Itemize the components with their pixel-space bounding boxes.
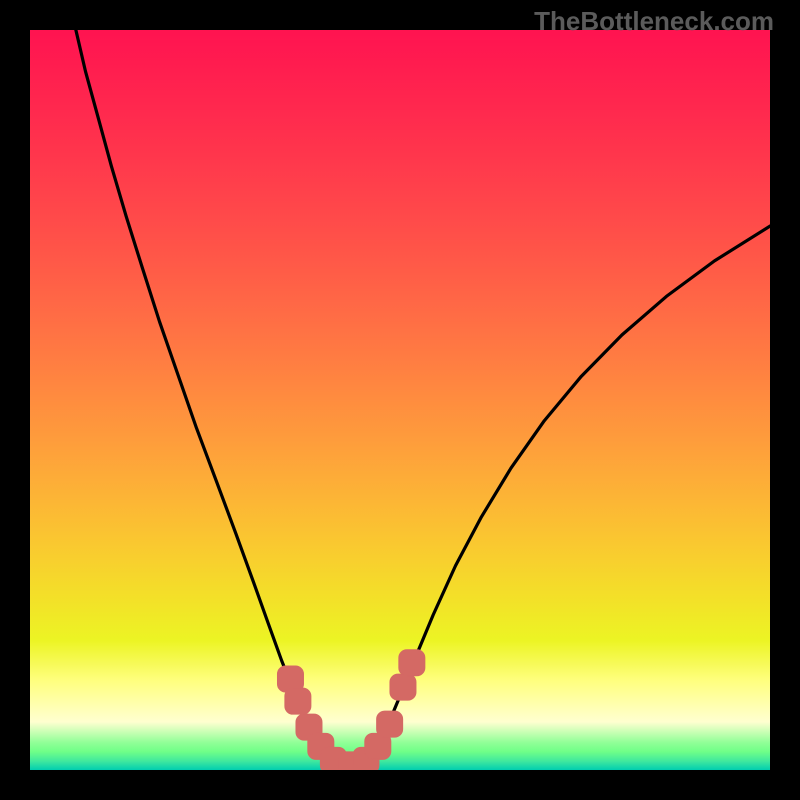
marker xyxy=(390,674,416,700)
chart-root: TheBottleneck.com xyxy=(0,0,800,800)
marker xyxy=(377,711,403,737)
curve-layer xyxy=(30,30,770,770)
watermark-text: TheBottleneck.com xyxy=(534,6,774,37)
marker xyxy=(399,650,425,676)
marker xyxy=(285,688,311,714)
plot-area xyxy=(30,30,770,770)
